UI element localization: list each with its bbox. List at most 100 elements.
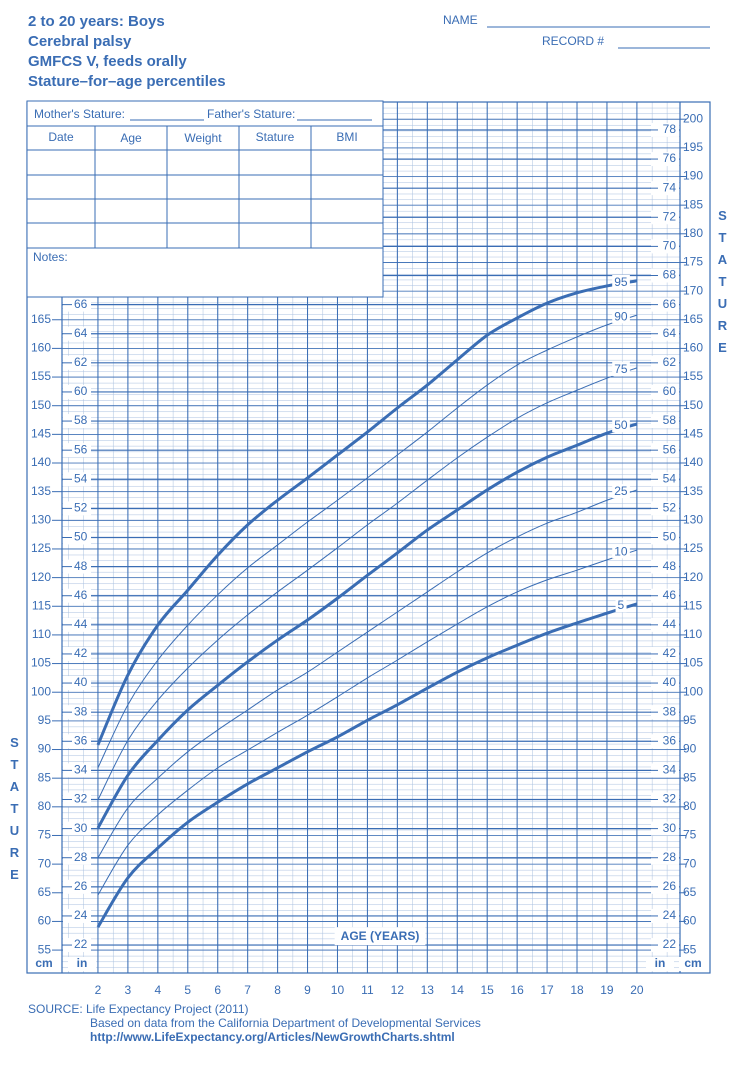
label-bg bbox=[612, 484, 630, 499]
y-tick-label: 125 bbox=[31, 541, 51, 555]
percentile-curve bbox=[97, 549, 638, 896]
y2-tick-label: 68 bbox=[663, 268, 677, 282]
y2-tick-label: 62 bbox=[74, 355, 88, 369]
label-bg bbox=[63, 297, 91, 312]
y2-tick-label: 72 bbox=[663, 209, 677, 223]
y2-tick-label: 70 bbox=[663, 239, 677, 253]
footer: SOURCE: Life Expectancy Project (2011) B… bbox=[28, 1002, 481, 1044]
y-tick-label: 130 bbox=[31, 512, 51, 526]
label-bg bbox=[63, 821, 91, 836]
series-label: 50 bbox=[614, 418, 628, 432]
label-bg bbox=[63, 646, 91, 661]
y-tick-label: 95 bbox=[38, 713, 52, 727]
y-tick-label: 70 bbox=[38, 856, 52, 870]
source: http://www.LifeExpectancy.org/Articles/N… bbox=[90, 1030, 455, 1044]
label-bg bbox=[63, 938, 91, 953]
label-bg bbox=[651, 181, 679, 196]
label-bg bbox=[63, 763, 91, 778]
mother-stature: Mother's Stature: bbox=[34, 107, 125, 121]
title-line: 2 to 20 years: Boys bbox=[28, 13, 165, 30]
label-bg bbox=[63, 617, 91, 632]
x-axis-label: AGE (YEARS) bbox=[341, 929, 420, 943]
label-bg bbox=[651, 268, 679, 283]
series-label: 95 bbox=[614, 275, 628, 289]
y-tick-label: 65 bbox=[38, 885, 52, 899]
label-bg bbox=[651, 559, 679, 574]
y-tick-label: 110 bbox=[32, 627, 51, 641]
y-axis-label: STATURE bbox=[7, 735, 22, 889]
y-tick-label: 150 bbox=[31, 398, 51, 412]
y-axis-label: STATURE bbox=[715, 208, 730, 362]
x-tick-label: 2 bbox=[95, 983, 102, 997]
title-line: Stature–for–age percentiles bbox=[28, 73, 226, 90]
y2-tick-label: 52 bbox=[663, 501, 677, 515]
y2-tick-label: 58 bbox=[74, 413, 88, 427]
label-bg bbox=[651, 763, 679, 778]
y-tick-label: 145 bbox=[683, 427, 703, 441]
percentile-curve bbox=[96, 279, 638, 746]
y-tick-label: 165 bbox=[31, 312, 51, 326]
y2-tick-label: 34 bbox=[74, 763, 88, 777]
y2-tick-label: 38 bbox=[74, 704, 88, 718]
label-bg bbox=[612, 309, 630, 324]
y-tick-label: 160 bbox=[31, 341, 51, 355]
label-bg bbox=[63, 588, 91, 603]
curves: 95 90 75 50 25 10 5 bbox=[96, 274, 638, 928]
label-bg bbox=[651, 384, 679, 399]
y-tick-label: 100 bbox=[683, 684, 703, 698]
y-tick-label: 195 bbox=[683, 140, 703, 154]
y2-tick-label: 66 bbox=[663, 297, 677, 311]
percentile-curve bbox=[97, 314, 638, 769]
y2-tick-label: 24 bbox=[74, 908, 88, 922]
label-bg bbox=[63, 705, 91, 720]
y-tick-label: 80 bbox=[38, 799, 52, 813]
column-header: BMI bbox=[336, 130, 357, 144]
label-bg bbox=[63, 326, 91, 341]
label-bg bbox=[68, 957, 96, 971]
y-tick-label: 115 bbox=[32, 598, 51, 612]
x-tick-label: 8 bbox=[274, 983, 281, 997]
series-label: 75 bbox=[614, 362, 628, 376]
label-bg bbox=[63, 472, 91, 487]
label-bg bbox=[612, 544, 630, 559]
y2-tick-label: 56 bbox=[74, 442, 88, 456]
column-header: Stature bbox=[256, 130, 295, 144]
y-tick-label: 100 bbox=[31, 684, 51, 698]
y-tick-label: 185 bbox=[683, 197, 703, 211]
y2-tick-label: 28 bbox=[74, 850, 88, 864]
y-tick-label: 140 bbox=[31, 455, 51, 469]
series-label: 90 bbox=[614, 309, 628, 323]
y-tick-label: 105 bbox=[683, 656, 703, 670]
y2-tick-label: 60 bbox=[74, 384, 88, 398]
y2-tick-label: 66 bbox=[74, 297, 88, 311]
name-label: NAME bbox=[443, 13, 478, 27]
y2-tick-label: 26 bbox=[663, 879, 677, 893]
label-bg bbox=[651, 326, 679, 341]
y2-tick-label: 32 bbox=[663, 792, 677, 806]
y2-tick-label: 50 bbox=[74, 530, 88, 544]
label-bg bbox=[63, 676, 91, 691]
x-tick-label: 4 bbox=[154, 983, 161, 997]
label-bg bbox=[612, 362, 630, 377]
label-bg bbox=[651, 705, 679, 720]
y-tick-label: 140 bbox=[683, 455, 703, 469]
y2-tick-label: 78 bbox=[663, 122, 677, 136]
label-bg bbox=[651, 908, 679, 923]
y-tick-label: 55 bbox=[38, 942, 52, 956]
y-tick-label: 105 bbox=[31, 656, 51, 670]
label-bg bbox=[651, 821, 679, 836]
label-bg bbox=[651, 530, 679, 545]
x-tick-label: 19 bbox=[600, 983, 614, 997]
x-tick-label: 11 bbox=[361, 983, 374, 997]
y2-tick-label: 64 bbox=[663, 326, 677, 340]
y-tick-label: 175 bbox=[683, 255, 703, 269]
label-bg bbox=[651, 501, 679, 516]
y2-tick-label: 44 bbox=[74, 617, 88, 631]
y2-tick-label: 24 bbox=[663, 908, 677, 922]
y2-tick-label: 56 bbox=[663, 442, 677, 456]
percentile-curve bbox=[97, 367, 638, 801]
label-bg bbox=[651, 792, 679, 807]
y-tick-label: 135 bbox=[31, 484, 51, 498]
y2-tick-label: 38 bbox=[663, 704, 677, 718]
